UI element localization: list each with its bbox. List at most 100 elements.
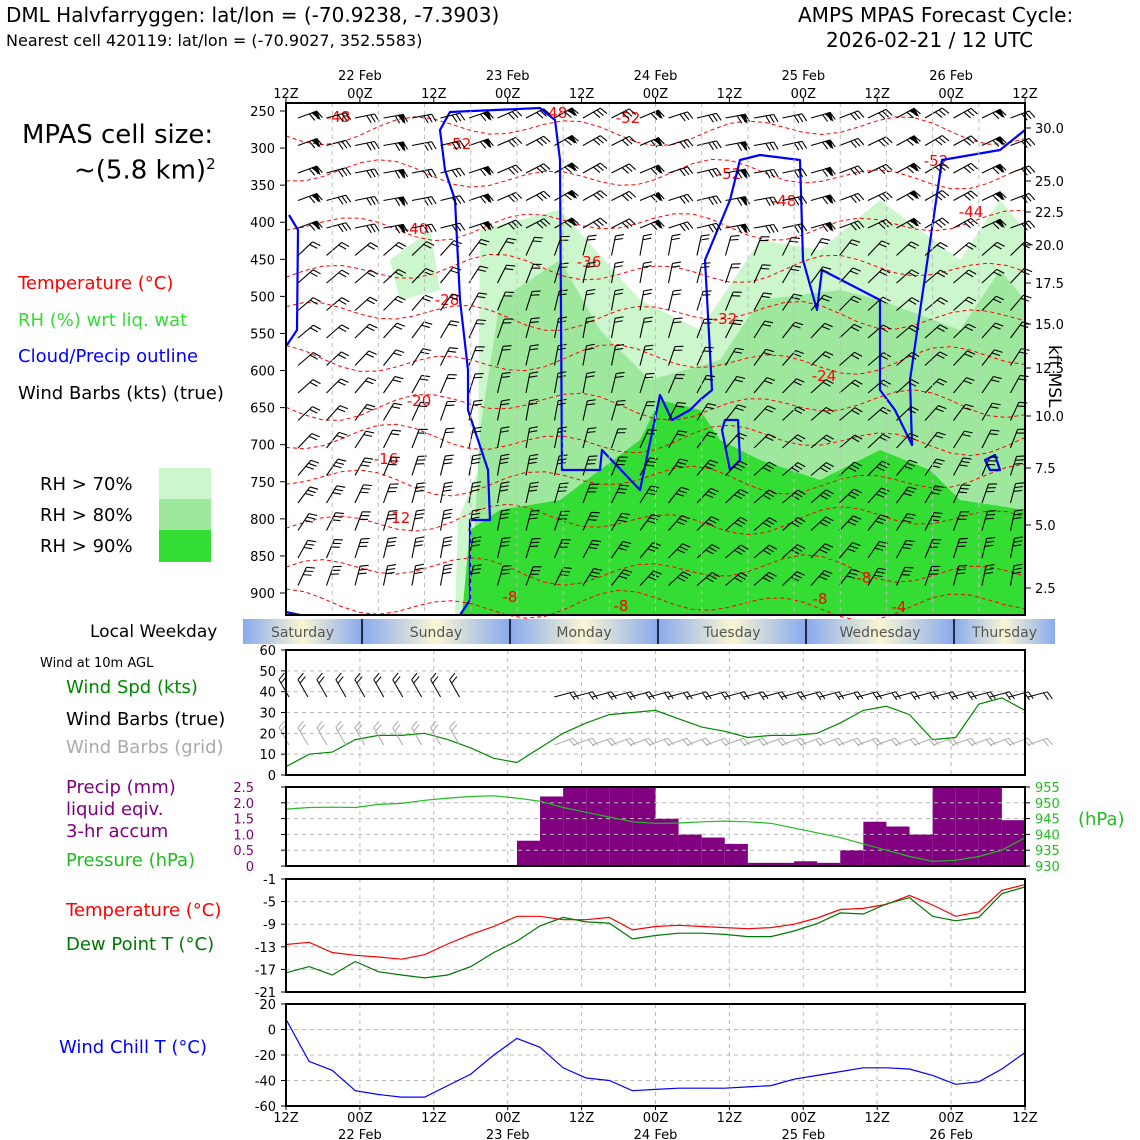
wind-barb-feather (760, 267, 770, 270)
wind-barb-feather (929, 692, 936, 701)
wind-barb (610, 290, 616, 311)
wind-barb-feather (736, 198, 743, 206)
weekday-name: Wednesday (839, 625, 920, 641)
wind-barb-feather (471, 572, 481, 575)
weekday-label: Local Weekday (90, 622, 218, 642)
wind-barb (553, 373, 559, 394)
wind-barb-feather (1014, 486, 1024, 489)
wind-barb (696, 431, 710, 449)
wind-barb-feather (337, 381, 346, 386)
wind-barb-feather (765, 143, 771, 152)
wind-barb (639, 373, 647, 394)
wind-barb-feather (705, 346, 714, 349)
wind-barb (639, 235, 645, 256)
wind-barb-feather (539, 137, 547, 145)
time-tick-label: 00Z (495, 87, 521, 102)
wind-barb (354, 484, 364, 504)
wind-barb-feather (358, 572, 367, 575)
wind-barb-feather (622, 540, 632, 545)
wind-barb-feather (345, 167, 352, 176)
y-tick-label: -9 (263, 918, 276, 933)
wind-barb-feather (992, 112, 1000, 120)
wind-barb-feather (334, 488, 344, 492)
wind-barb (573, 737, 593, 746)
wind-barb-feather (911, 297, 920, 303)
wind-barb (724, 236, 732, 256)
wind-barb-feather (968, 242, 977, 248)
wind-barb-feather (735, 347, 745, 351)
wind-barb-feather (739, 488, 749, 494)
wind-barb (753, 196, 774, 202)
wind-barb-feather (768, 489, 777, 495)
wind-barb (839, 192, 859, 202)
wind-barb (953, 107, 972, 119)
wind-barb-feather (529, 371, 539, 374)
wind-barb-feather (539, 110, 547, 117)
wind-barb-feather (767, 405, 776, 410)
wind-barb (668, 402, 678, 421)
wind-true-label: Wind Barbs (true) (66, 709, 226, 730)
wind-barb-feather (773, 169, 779, 178)
wind-barb (668, 486, 682, 504)
wind-barb-feather (762, 691, 769, 700)
wind-barb (525, 483, 531, 504)
wind-barb-feather (797, 517, 806, 523)
wind-barb-feather (797, 169, 804, 178)
wind-barb-feather (587, 261, 596, 265)
wind-barb (592, 737, 612, 746)
wind-barb-feather (479, 113, 487, 122)
wind-barb-feather (501, 568, 511, 571)
pressure-tick-label: 935 (1035, 844, 1060, 859)
wind-barb (724, 737, 744, 746)
wind-barb-feather (769, 197, 775, 206)
wind-barb-feather (990, 406, 999, 409)
wind-barb-feather (797, 489, 806, 495)
wind-barb-feather (820, 269, 829, 273)
height-label: 7.5 (1035, 462, 1056, 477)
wind-barb-feather (363, 434, 373, 437)
wind-barb-feather (857, 138, 865, 146)
wind-barb-feather (877, 517, 887, 522)
wind-barb (696, 319, 705, 339)
wind-barb (449, 727, 460, 746)
pressure-level-label: 900 (250, 587, 275, 602)
wind-barb-flag (397, 141, 406, 152)
wind-barb-feather (600, 190, 608, 197)
wind-barb-feather (366, 272, 375, 278)
wind-barb-feather (625, 110, 633, 117)
wind-barb (800, 691, 821, 698)
wind-barb-feather (995, 295, 1005, 301)
wind-barb-feather (369, 269, 378, 275)
wind-barb-feather (1015, 482, 1025, 485)
wind-barb-feather (451, 293, 461, 297)
wind-barb (1009, 402, 1020, 421)
wind-barb (810, 379, 827, 394)
wind-barb-feather (370, 224, 376, 233)
wind-barb-feather (586, 288, 596, 292)
wind-barb-feather (984, 544, 994, 547)
wind-barb-feather (773, 141, 779, 150)
wind-barb (629, 691, 650, 698)
wind-barb-feather (593, 194, 601, 201)
wind-barb-feather (308, 223, 316, 231)
wind-barb-feather (825, 379, 834, 385)
wind-barb-feather (965, 299, 974, 305)
wind-barb-feather (309, 354, 318, 360)
wind-barb-feather (822, 409, 831, 415)
wind-barb (725, 432, 740, 449)
wind-barb-feather (596, 109, 604, 116)
pressure-level-label: 750 (250, 476, 275, 491)
wind-barb-feather (769, 142, 775, 151)
wind-barb (753, 168, 774, 174)
wind-barb-feather (914, 691, 921, 700)
wind-barb-feather (500, 453, 510, 457)
wind-barb (382, 538, 389, 559)
wind-barb-feather (857, 165, 865, 173)
wind-barb-feather (939, 324, 948, 330)
wind-barb-feather (790, 576, 800, 582)
wind-barb-feather (442, 571, 452, 575)
wind-barb-feather (850, 113, 857, 121)
date-label: 23 Feb (486, 1128, 530, 1140)
wind-barb-feather (543, 108, 551, 115)
wind-barb-feather (530, 321, 539, 324)
